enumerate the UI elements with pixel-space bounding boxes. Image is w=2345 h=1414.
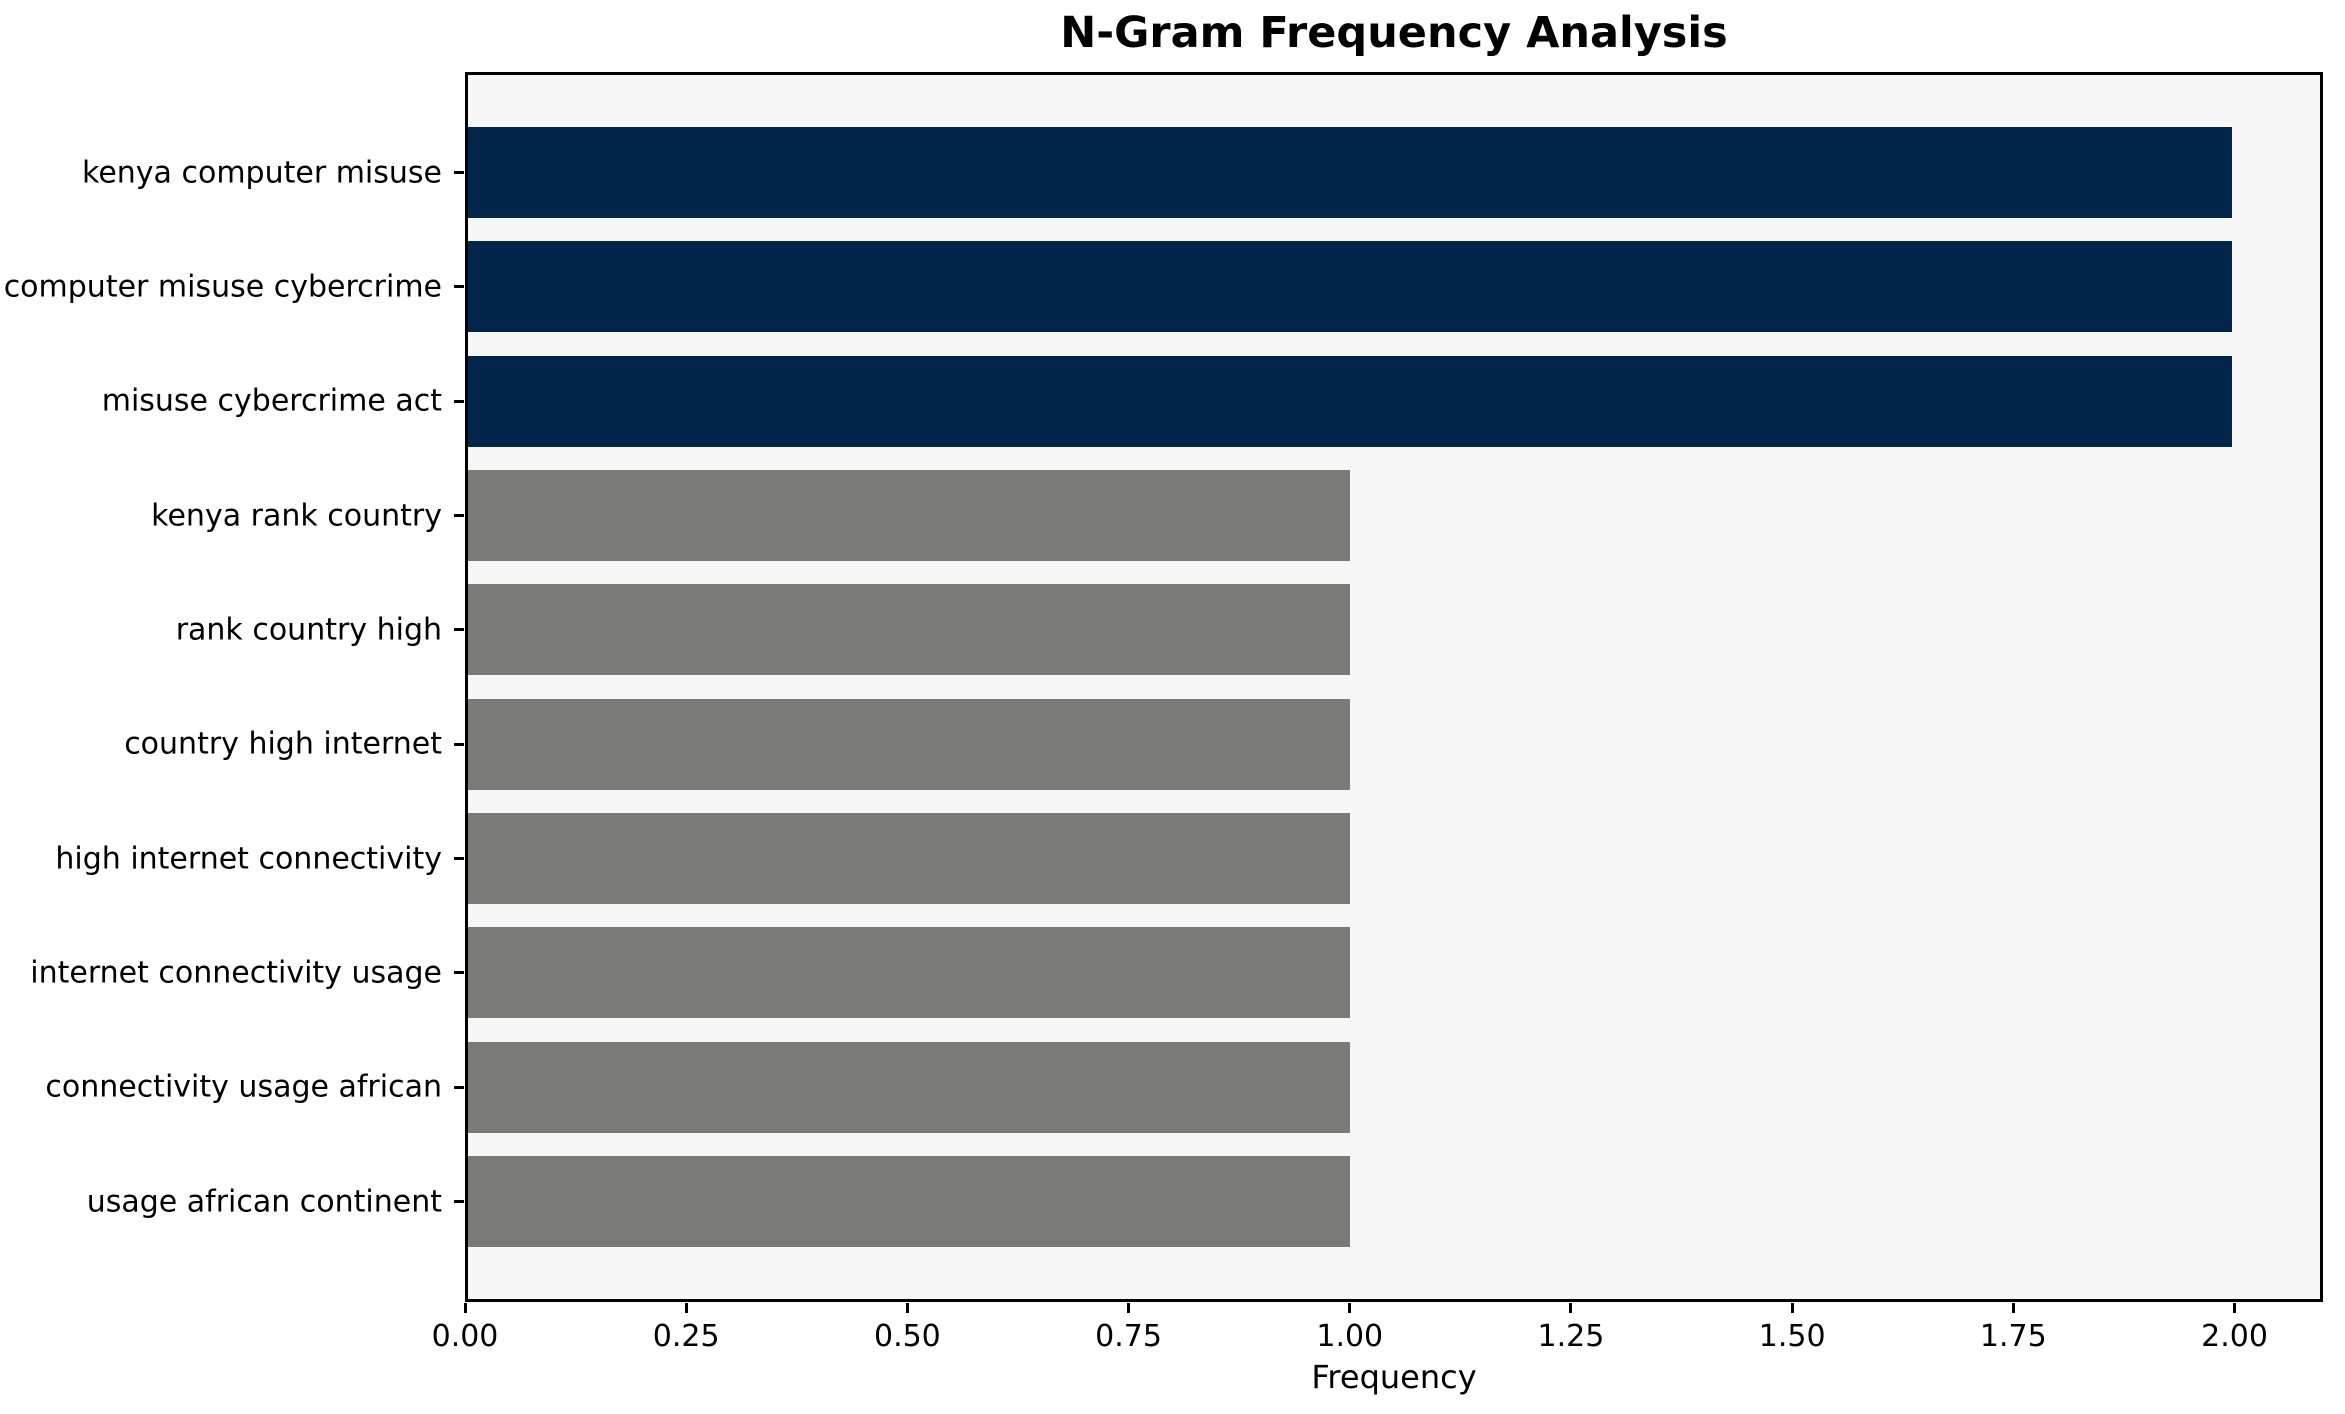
y-tick-label: internet connectivity usage <box>30 955 442 991</box>
x-tick-mark <box>1569 1303 1573 1313</box>
bar <box>468 127 2232 218</box>
x-tick-label: 1.25 <box>1537 1319 1605 1354</box>
y-tick-label: rank country high <box>175 612 442 648</box>
y-tick-mark <box>454 514 464 517</box>
chart-title: N-Gram Frequency Analysis <box>1060 8 1728 58</box>
y-tick-label: usage african continent <box>86 1184 442 1219</box>
x-tick-mark <box>2233 1303 2237 1313</box>
x-tick-label: 2.00 <box>2201 1319 2268 1354</box>
bar <box>468 1156 1350 1247</box>
x-tick-label: 1.00 <box>1316 1319 1384 1354</box>
bar <box>468 241 2232 333</box>
y-tick-label: country high internet <box>124 726 442 762</box>
y-tick-mark <box>454 971 464 975</box>
x-tick-mark <box>463 1303 467 1313</box>
y-tick-label: misuse cybercrime act <box>101 383 442 419</box>
y-tick-label: kenya computer misuse <box>82 155 442 190</box>
y-tick-label: computer misuse cybercrime <box>3 269 442 305</box>
bar <box>468 355 2232 447</box>
y-tick-mark <box>454 399 464 403</box>
x-tick-mark <box>1127 1303 1131 1313</box>
y-tick-mark <box>454 285 464 289</box>
x-tick-label: 1.75 <box>1979 1319 2047 1354</box>
y-tick-mark <box>454 628 464 632</box>
x-tick-mark <box>1348 1303 1352 1313</box>
x-tick-mark <box>1790 1303 1794 1313</box>
y-tick-mark <box>454 742 464 746</box>
bar <box>468 1041 1350 1133</box>
x-tick-mark <box>684 1303 688 1313</box>
y-axis: kenya computer misuse computer misuse cyb… <box>0 72 465 1302</box>
bar <box>468 927 1350 1019</box>
y-tick-mark <box>454 171 464 174</box>
y-tick-mark <box>454 857 464 860</box>
y-tick-mark <box>454 1200 464 1203</box>
y-tick-mark <box>454 1085 464 1089</box>
plot-area <box>465 72 2323 1302</box>
bar <box>468 584 1350 676</box>
x-tick-label: 0.75 <box>1095 1319 1162 1354</box>
x-tick-label: 0.25 <box>652 1319 720 1354</box>
bar <box>468 698 1350 790</box>
x-tick-label: 0.00 <box>431 1319 499 1354</box>
x-tick-mark <box>905 1303 909 1313</box>
x-axis-title: Frequency <box>1311 1358 1477 1396</box>
y-tick-label: connectivity usage african <box>45 1069 442 1105</box>
x-tick-label: 1.50 <box>1758 1319 1826 1354</box>
x-axis: 0.00 0.25 0.50 0.75 1.00 1.25 1.50 1.75 2.00 <box>432 1302 2323 1412</box>
bar <box>468 470 1350 561</box>
x-tick-label: 0.50 <box>873 1319 941 1354</box>
x-tick-mark <box>2011 1303 2015 1313</box>
y-tick-label: kenya rank country <box>151 498 442 533</box>
bar <box>468 813 1350 904</box>
y-tick-label: high internet connectivity <box>55 841 442 876</box>
